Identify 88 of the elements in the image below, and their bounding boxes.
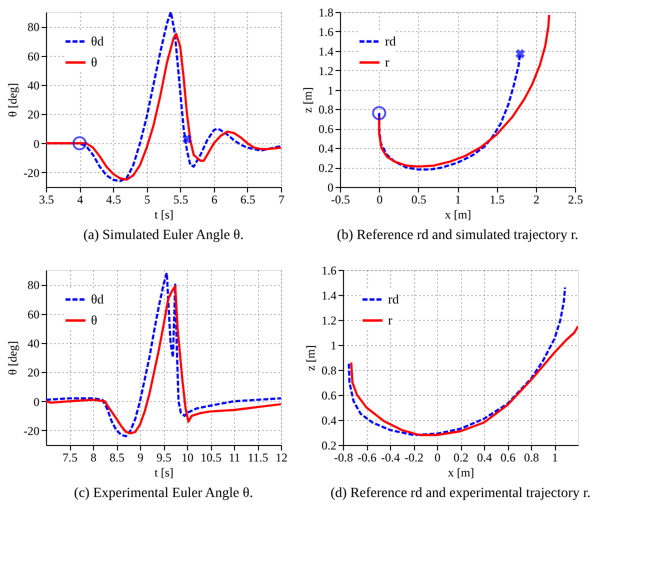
y-axis-title: z [m] bbox=[300, 87, 314, 113]
legend-label: θd bbox=[91, 292, 104, 306]
y-axis-title: θ [deg] bbox=[6, 82, 20, 118]
x-tick-label: 7 bbox=[278, 192, 284, 206]
x-tick-label: 8.5 bbox=[110, 450, 124, 464]
x-tick-label: 1 bbox=[552, 450, 558, 464]
y-tick-label: 1 bbox=[330, 338, 336, 352]
x-tick-label: 0.8 bbox=[524, 450, 539, 464]
y-tick-label: 80 bbox=[28, 278, 40, 292]
x-tick-label: 4 bbox=[77, 192, 84, 206]
y-tick-label: 20 bbox=[28, 108, 40, 122]
y-tick-label: 40 bbox=[28, 78, 40, 92]
y-tick-label: 1.4 bbox=[322, 288, 336, 302]
x-tick-label: 0 bbox=[434, 450, 440, 464]
x-tick-label: 6.5 bbox=[240, 192, 256, 206]
x-tick-label: 1.5 bbox=[490, 192, 505, 206]
x-tick-label: 9 bbox=[138, 450, 144, 464]
y-tick-label: 1.2 bbox=[318, 64, 334, 78]
line-series bbox=[378, 14, 550, 168]
y-tick-label: 40 bbox=[28, 336, 40, 350]
y-tick-label: 1.2 bbox=[322, 314, 336, 328]
x-tick-label: 3.5 bbox=[39, 192, 54, 206]
x-tick-label: -0.4 bbox=[381, 450, 400, 464]
y-axis-title: θ [deg] bbox=[6, 340, 20, 376]
x-tick-label: 12 bbox=[276, 450, 288, 464]
x-tick-label: 10 bbox=[182, 450, 194, 464]
y-tick-label: 1.8 bbox=[318, 6, 334, 20]
line-series bbox=[348, 286, 566, 436]
x-tick-label: 11.5 bbox=[248, 450, 268, 464]
y-tick-label: 0.6 bbox=[322, 388, 336, 402]
text: (d) Reference rd and experimental trajectory r. bbox=[330, 486, 591, 501]
y-axis-title: z [m] bbox=[304, 345, 318, 371]
legend-label: r bbox=[385, 54, 390, 70]
y-tick-label: 1 bbox=[328, 83, 334, 98]
y-tick-label: 1.6 bbox=[318, 24, 334, 39]
y-tick-label: 0.6 bbox=[318, 122, 334, 136]
y-tick-label: -20 bbox=[24, 424, 40, 438]
y-tick-label: 0 bbox=[34, 136, 40, 151]
x-tick-label: 2.5 bbox=[568, 192, 583, 206]
y-tick-label: 0 bbox=[328, 180, 334, 194]
x-tick-label: 0.2 bbox=[454, 450, 468, 464]
y-tick-label: 0 bbox=[34, 394, 40, 409]
legend-label: rd bbox=[388, 292, 400, 306]
x-tick-label: 2 bbox=[533, 192, 540, 206]
x-tick-label: 11 bbox=[228, 450, 240, 464]
y-tick-label: 0.2 bbox=[318, 161, 334, 176]
x-tick-label: 6 bbox=[211, 192, 218, 206]
x-tick-label: 5 bbox=[144, 192, 150, 206]
y-tick-label: 1.4 bbox=[318, 44, 334, 58]
x-tick-label: -0.6 bbox=[358, 450, 376, 464]
y-tick-label: 60 bbox=[28, 49, 40, 64]
x-axis-title: x [m] bbox=[444, 208, 472, 222]
x-tick-label: 4.5 bbox=[106, 192, 122, 206]
x-tick-label: 10.5 bbox=[200, 450, 222, 464]
line-series bbox=[350, 325, 578, 436]
y-tick-label: 0.4 bbox=[318, 142, 334, 156]
x-tick-label: 1 bbox=[455, 192, 461, 206]
x-axis-title: t [s] bbox=[154, 208, 174, 222]
y-tick-label: 60 bbox=[28, 307, 40, 322]
x-tick-label: -0.5 bbox=[331, 192, 350, 206]
y-tick-label: 20 bbox=[28, 366, 40, 380]
x-tick-label: 7.5 bbox=[62, 450, 78, 464]
x-axis-title: t [s] bbox=[154, 466, 174, 480]
y-tick-label: 0.4 bbox=[322, 414, 336, 428]
x-tick-label: 0 bbox=[376, 192, 383, 206]
x-tick-label: 0.5 bbox=[411, 192, 426, 206]
x-tick-label: 8 bbox=[90, 450, 96, 464]
text: (b) Reference rd and simulated trajectory r. bbox=[336, 228, 578, 243]
text: (a) Simulated Euler Angle θ. bbox=[83, 228, 244, 243]
legend-label: θd bbox=[91, 34, 104, 48]
text: (c) Experimental Euler Angle θ. bbox=[74, 486, 253, 501]
x-tick-label: 9.5 bbox=[156, 450, 172, 464]
y-tick-label: 0.8 bbox=[322, 364, 336, 378]
y-tick-label: 0.8 bbox=[318, 102, 334, 117]
x-tick-label: -0.8 bbox=[334, 450, 353, 464]
y-tick-label: 80 bbox=[28, 20, 40, 34]
legend-label: θ bbox=[91, 312, 98, 328]
legend-label: rd bbox=[385, 34, 396, 48]
y-tick-label: 0.2 bbox=[322, 438, 336, 452]
x-axis-title: x [m] bbox=[448, 466, 474, 480]
legend-label: θ bbox=[91, 54, 98, 70]
x-tick-label: 5.5 bbox=[173, 192, 188, 206]
y-tick-label: -20 bbox=[24, 166, 40, 180]
y-tick-label: 1.6 bbox=[322, 264, 336, 278]
x-tick-label: 0.4 bbox=[477, 450, 492, 464]
x-tick-label: 0.6 bbox=[500, 450, 516, 464]
x-tick-label: -0.2 bbox=[404, 450, 424, 464]
legend-label: r bbox=[388, 312, 393, 328]
